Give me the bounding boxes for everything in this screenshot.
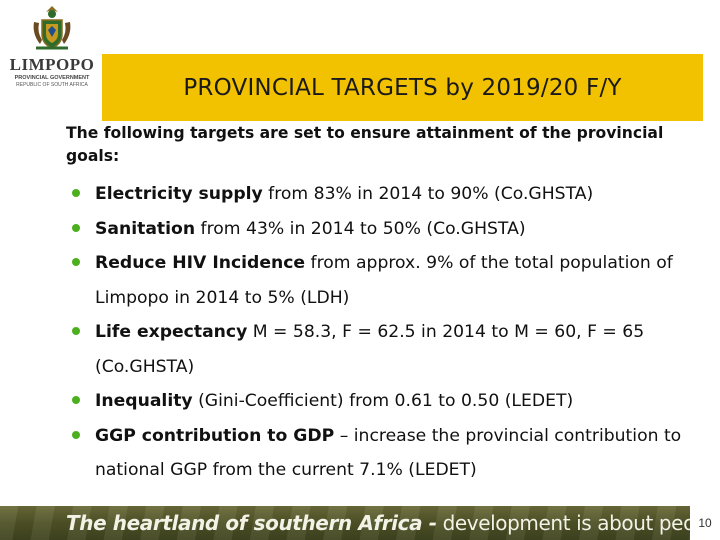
targets-list: Electricity supply from 83% in 2014 to 9… [72, 177, 717, 488]
target-label: Reduce HIV Incidence [95, 253, 306, 273]
bullet-icon [72, 327, 80, 335]
bullet-icon [72, 189, 80, 197]
bullet-icon [72, 430, 80, 439]
logo-subtitle-country: REPUBLIC OF SOUTH AFRICA [16, 82, 88, 88]
list-item: Life expectancy M = 58.3, F = 62.5 in 20… [72, 315, 717, 384]
bullet-icon [72, 258, 80, 266]
bullet-icon [72, 223, 80, 232]
footer-banner: The heartland of southern Africa - devel… [0, 506, 720, 540]
logo-name: LIMPOPO [9, 55, 95, 74]
list-item: GGP contribution to GDP – increase the p… [72, 419, 717, 488]
footer-slogan: The heartland of southern Africa - devel… [66, 510, 720, 536]
list-item: Inequality (Gini-Coefficient) from 0.61 … [72, 384, 717, 419]
page-title: PROVINCIAL TARGETS by 2019/20 F/Y [183, 74, 622, 101]
target-text: from 83% in 2014 to 90% (Co.GHSTA) [262, 184, 594, 204]
target-text: from approx. 9% of the total population … [95, 253, 673, 308]
target-text: (Gini-Coefficient) from 0.61 to 0.50 (LE… [192, 391, 574, 411]
page-number: 10 [690, 506, 720, 540]
list-item: Sanitation from 43% in 2014 to 50% (Co.G… [72, 212, 717, 247]
target-label: Electricity supply [95, 184, 263, 204]
title-banner: PROVINCIAL TARGETS by 2019/20 F/Y [102, 54, 703, 121]
target-label: Inequality [95, 391, 193, 411]
target-text: – increase the provincial contribution t… [95, 425, 682, 481]
coat-of-arms-icon [33, 6, 71, 50]
target-label: Life expectancy [95, 322, 248, 342]
limpopo-logo: LIMPOPO PROVINCIAL GOVERNMENT REPUBLIC O… [6, 4, 98, 96]
slogan-lead: The heartland of southern Africa - [66, 511, 437, 535]
target-label: Sanitation [95, 218, 196, 239]
slogan-tail: development is about people [436, 511, 720, 535]
bullet-icon [72, 396, 80, 404]
list-item: Reduce HIV Incidence from approx. 9% of … [72, 246, 717, 315]
list-item: Electricity supply from 83% in 2014 to 9… [72, 177, 717, 212]
footer-texture [0, 506, 720, 540]
intro-text: The following targets are set to ensure … [66, 124, 664, 165]
target-label: GGP contribution to GDP [95, 425, 335, 446]
target-text: from 43% in 2014 to 50% (Co.GHSTA) [195, 218, 526, 239]
target-text: M = 58.3, F = 62.5 in 2014 to M = 60, F … [95, 322, 645, 377]
logo-subtitle: PROVINCIAL GOVERNMENT [14, 75, 90, 81]
